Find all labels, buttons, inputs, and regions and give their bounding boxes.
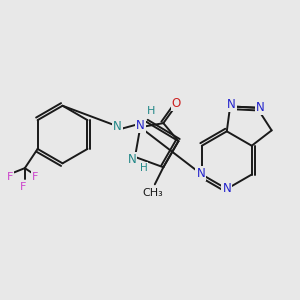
Text: F: F bbox=[20, 182, 26, 192]
Text: CH₃: CH₃ bbox=[142, 188, 163, 198]
Text: H: H bbox=[140, 163, 147, 172]
Text: N: N bbox=[222, 182, 231, 195]
Text: N: N bbox=[256, 101, 265, 114]
Text: H: H bbox=[146, 106, 155, 116]
Text: F: F bbox=[32, 172, 39, 182]
Text: N: N bbox=[136, 118, 145, 132]
Text: N: N bbox=[113, 120, 122, 133]
Text: N: N bbox=[227, 98, 236, 111]
Text: N: N bbox=[128, 153, 136, 166]
Text: N: N bbox=[196, 167, 205, 180]
Text: O: O bbox=[172, 98, 181, 110]
Text: F: F bbox=[7, 172, 13, 182]
